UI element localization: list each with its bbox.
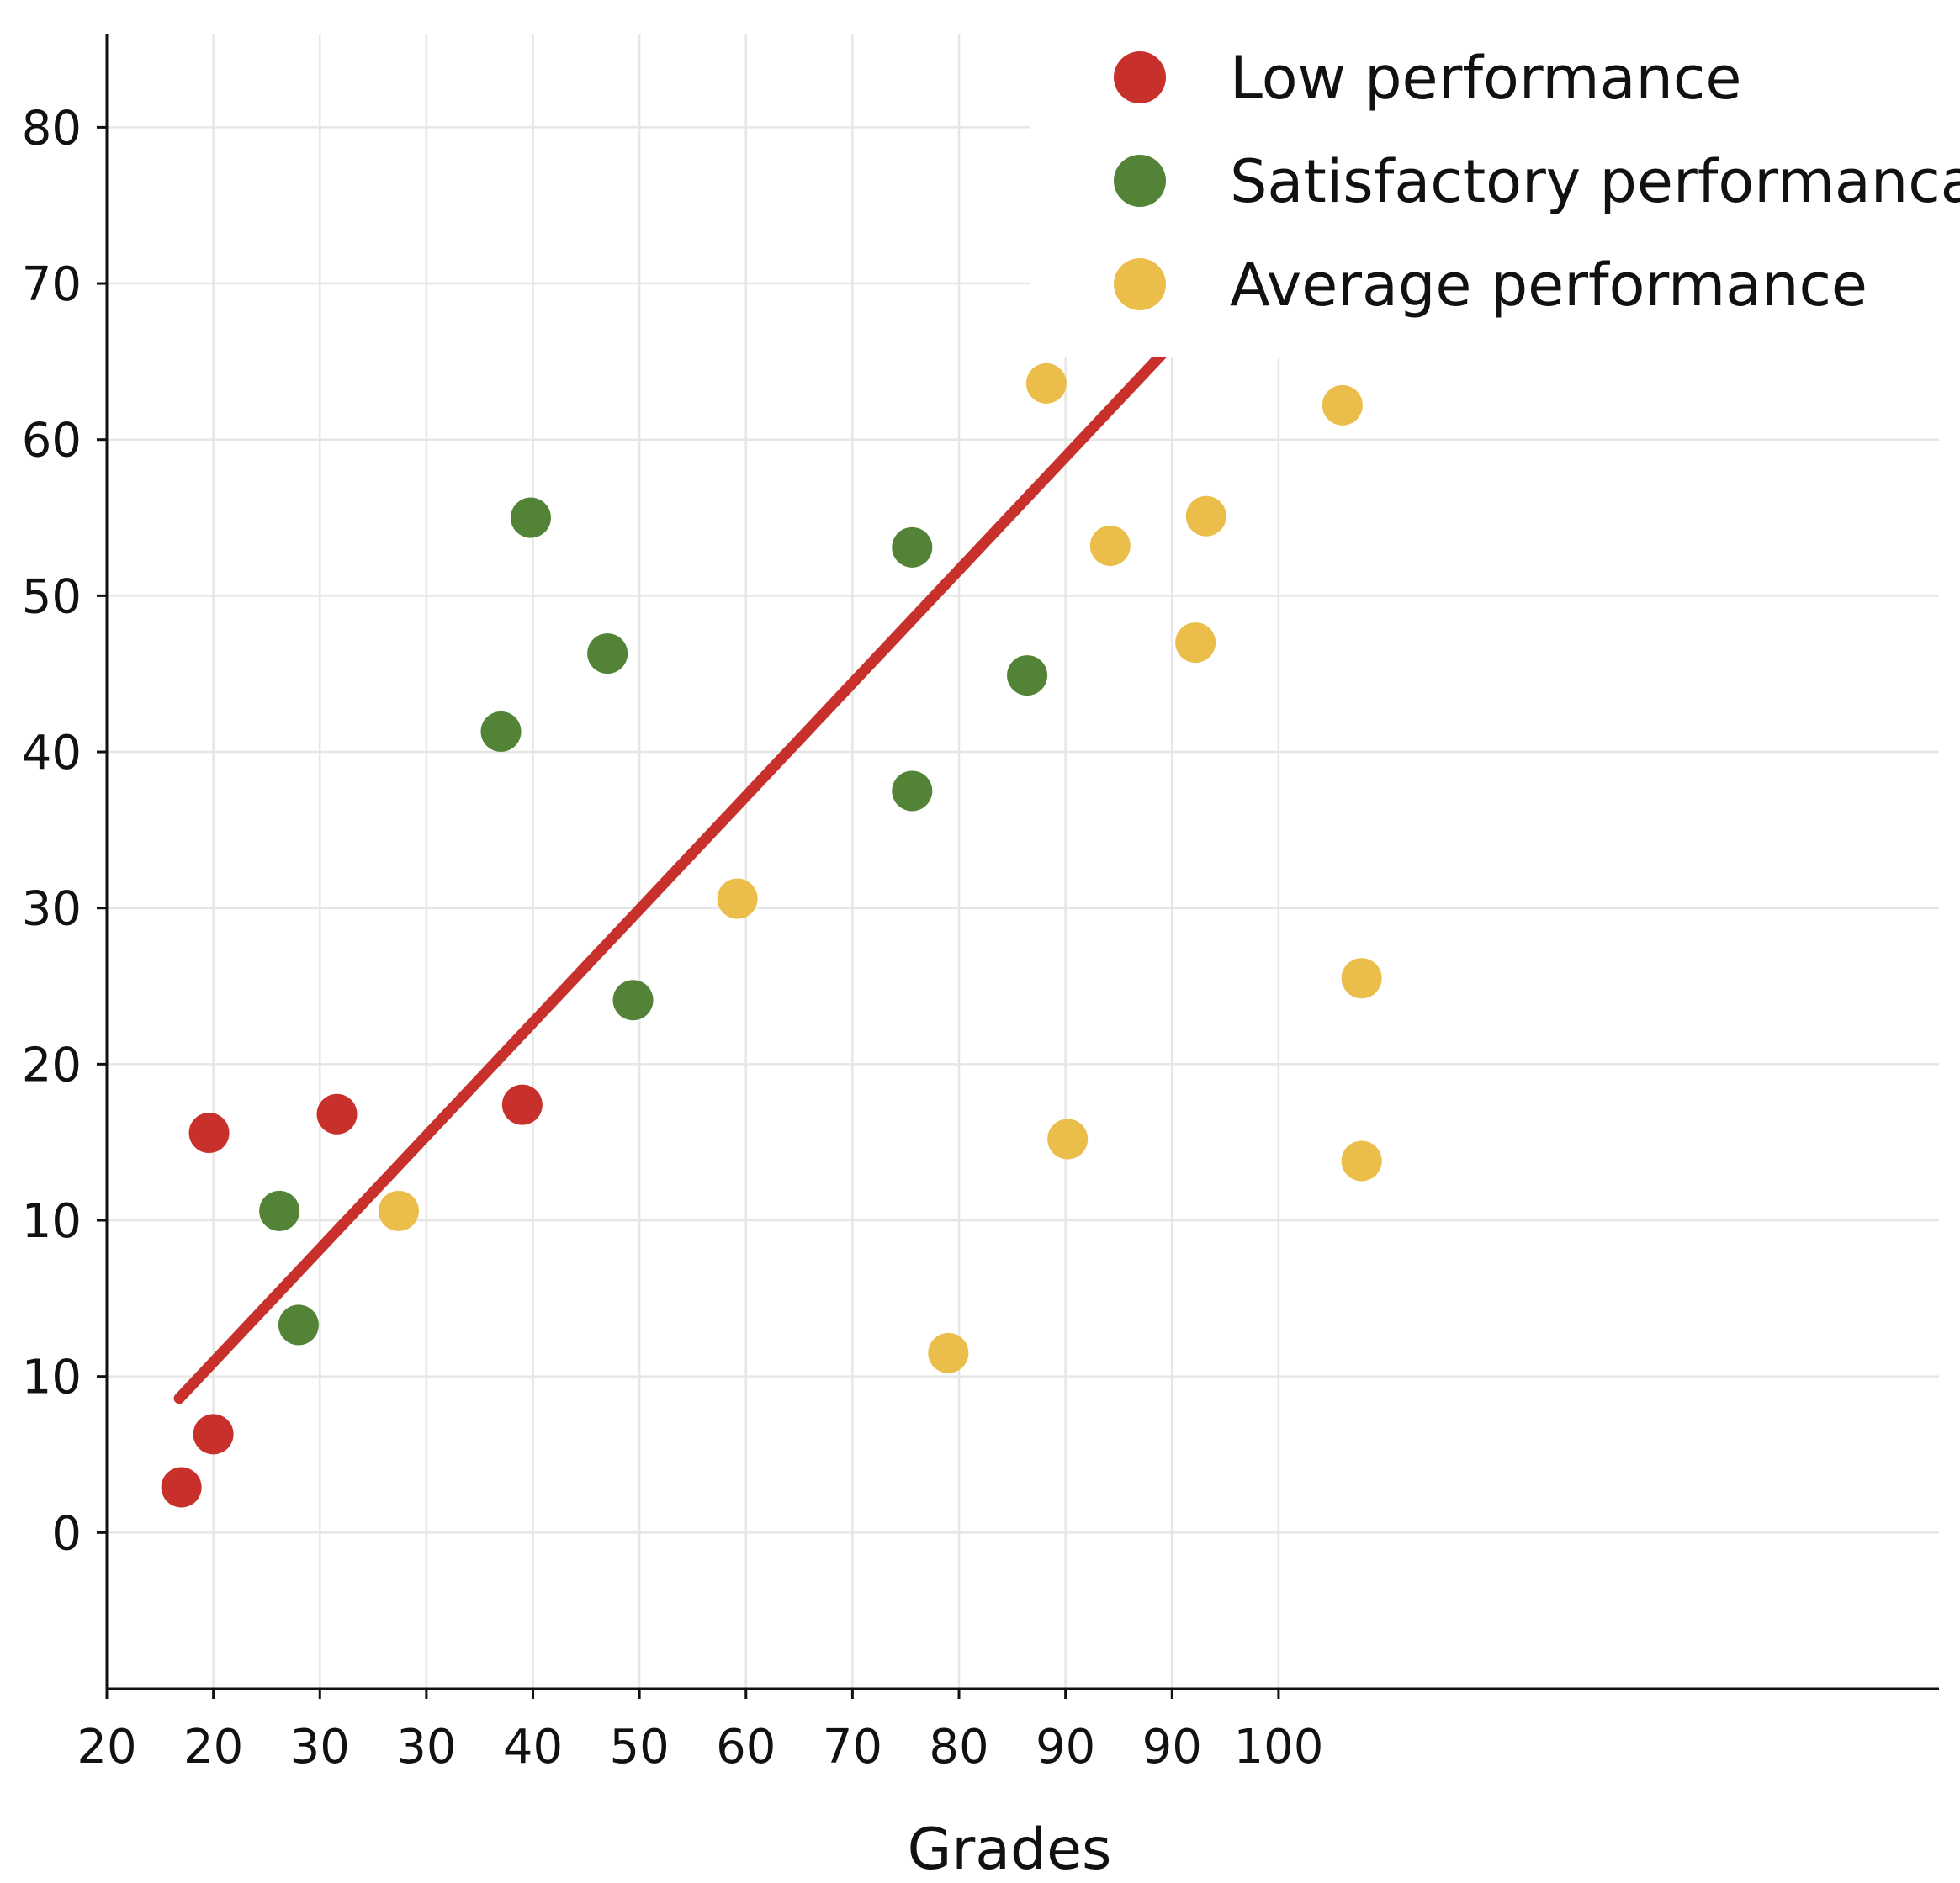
point-low-performance (161, 1467, 202, 1508)
y-tick-label: 70 (22, 257, 82, 312)
point-average-performance (1047, 1119, 1089, 1160)
x-tick-label: 100 (1233, 1720, 1323, 1775)
y-tick-label: 30 (22, 882, 82, 937)
point-satisfactory-performanca (259, 1190, 300, 1231)
point-average-performance (1185, 495, 1226, 537)
y-tick-label: 10 (22, 1351, 82, 1405)
trendline-layer (173, 225, 1285, 1404)
x-tick-label: 50 (610, 1720, 670, 1775)
point-average-performance (1175, 622, 1216, 664)
x-tick-label: 70 (823, 1720, 882, 1775)
y-tick-label: 80 (22, 101, 82, 156)
axes (97, 34, 1939, 1699)
legend-marker-low-performance (1114, 51, 1166, 103)
y-tick-label: 10 (22, 1194, 82, 1249)
point-average-performance (928, 1332, 969, 1373)
legend-label-satisfactory-performanca: Satisfactory performanca (1230, 147, 1960, 216)
point-low-performance (501, 1084, 543, 1125)
point-low-performance (188, 1113, 230, 1154)
y-tick-label: 0 (51, 1506, 82, 1561)
legend-background (1030, 0, 1960, 357)
point-average-performance (1322, 384, 1363, 426)
x-tick-label: 80 (929, 1720, 988, 1775)
x-tick-label: 20 (183, 1720, 243, 1775)
point-satisfactory-performanca (587, 633, 628, 674)
legend-label-low-performance: Low performance (1230, 44, 1741, 113)
x-tick-label: 20 (77, 1720, 136, 1775)
point-low-performance (193, 1414, 234, 1455)
x-tick-label: 60 (716, 1720, 776, 1775)
point-satisfactory-performanca (612, 980, 654, 1021)
x-tick-label: 90 (1036, 1720, 1095, 1775)
y-tick-label: 60 (22, 414, 82, 468)
legend: Low performance Satisfactory performanca A… (1030, 0, 1960, 357)
x-tick-label: 90 (1142, 1720, 1202, 1775)
point-average-performance (1089, 525, 1131, 566)
x-tick-label: 40 (503, 1720, 563, 1775)
data-points (161, 315, 1382, 1508)
point-satisfactory-performanca (892, 526, 933, 568)
point-satisfactory-performanca (278, 1304, 319, 1346)
point-average-performance (717, 878, 758, 919)
point-average-performance (1341, 1140, 1382, 1182)
trendline (173, 225, 1285, 1404)
x-tick-label: 30 (396, 1720, 456, 1775)
tick-labels: 20 20 30 30 40 50 60 70 80 90 90 100 0 10 10 20 30 40 50 60… (22, 101, 1324, 1775)
point-average-performance (378, 1190, 419, 1231)
legend-marker-satisfactory-performanca (1114, 155, 1166, 207)
x-tick-label: 30 (290, 1720, 350, 1775)
y-tick-label: 40 (22, 726, 82, 780)
legend-marker-average-performance (1114, 258, 1166, 310)
legend-label-average-performance: Average performance (1230, 251, 1867, 320)
point-average-performance (1341, 958, 1382, 999)
point-satisfactory-performanca (1007, 655, 1048, 696)
point-average-performance (1025, 362, 1067, 404)
y-tick-label: 20 (22, 1038, 82, 1092)
point-low-performance (316, 1093, 358, 1135)
point-satisfactory-performanca (892, 770, 933, 812)
y-tick-label: 50 (22, 569, 82, 624)
point-satisfactory-performanca (480, 711, 522, 752)
x-axis-title: Grades (908, 1817, 1112, 1883)
point-satisfactory-performanca (510, 497, 551, 538)
